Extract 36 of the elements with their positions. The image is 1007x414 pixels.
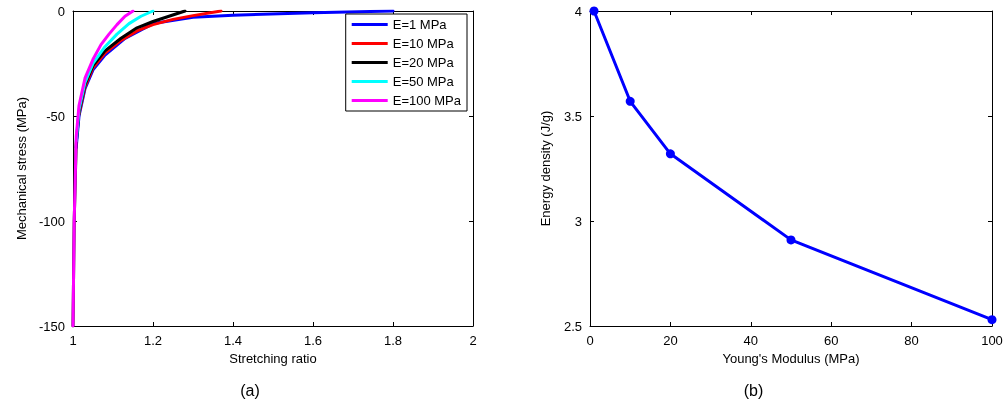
x-tick-label: 1.2 (143, 333, 163, 348)
x-tick-label: 2 (469, 333, 477, 348)
text: (a) (240, 381, 260, 399)
x-tick-label: 0 (586, 333, 594, 348)
y-tick-label: -100 (38, 213, 65, 229)
y-axis-title: Energy density (J/g) (538, 110, 553, 227)
x-axis-title: Stretching ratio (229, 350, 317, 366)
x-tick-label: 1 (69, 333, 77, 348)
text: (b) (743, 381, 764, 399)
legend-label: E=20 MPa (392, 55, 455, 70)
y-tick-label: 2.5 (563, 318, 582, 334)
x-tick-label: 40 (743, 333, 759, 348)
x-tick-label: 20 (663, 333, 678, 348)
point (987, 315, 997, 325)
legend-label: E=100 MPa (392, 93, 462, 108)
x-tick-label: 60 (823, 333, 839, 348)
y-tick-label: 4 (574, 3, 582, 19)
x-tick-label: 100 (981, 333, 1003, 348)
x-tick-label: 1.4 (223, 333, 243, 348)
y-tick-label: 0 (57, 3, 65, 19)
x-tick-label: 1.6 (303, 333, 323, 348)
point (665, 149, 675, 159)
x-tick-label: 80 (904, 333, 919, 348)
legend-label: E=50 MPa (392, 74, 455, 89)
legend-label: E=1 MPa (392, 17, 448, 32)
point (589, 6, 599, 16)
point (625, 96, 635, 106)
y-tick-label: 3 (574, 213, 582, 229)
legend-label: E=10 MPa (392, 36, 455, 51)
y-tick-label: -50 (46, 108, 65, 124)
y-axis-title: Mechanical stress (MPa) (14, 96, 30, 241)
point (786, 235, 796, 245)
y-tick-label: -150 (38, 318, 65, 334)
x-tick-label: 1.8 (383, 333, 403, 348)
y-tick-label: 3.5 (563, 108, 582, 124)
x-axis-title: Young's Modulus (MPa) (722, 350, 860, 366)
